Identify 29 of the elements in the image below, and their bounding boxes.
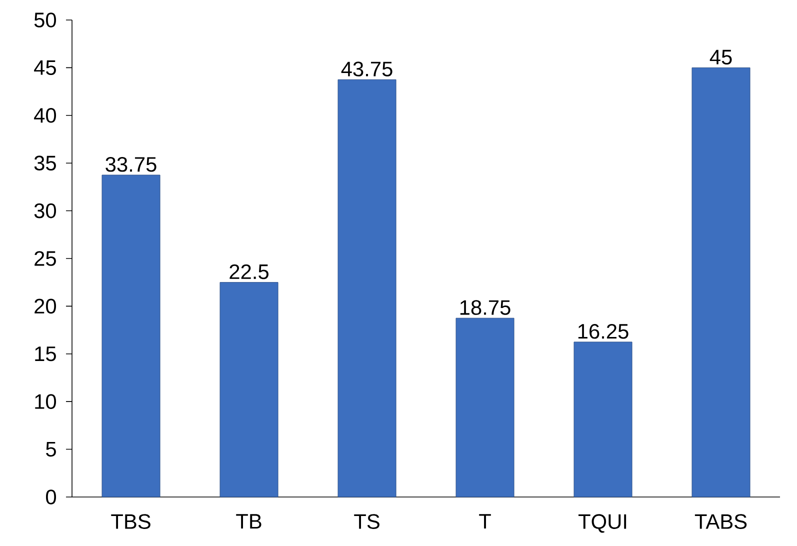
bar bbox=[102, 174, 160, 498]
y-tick-label: 25 bbox=[34, 251, 56, 266]
data-label: 33.75 bbox=[106, 157, 156, 172]
y-tick-label: 40 bbox=[34, 108, 56, 123]
y-tick-label: 5 bbox=[46, 442, 56, 457]
y-tick-label: 35 bbox=[34, 156, 56, 170]
data-label: 18.75 bbox=[460, 300, 510, 315]
bar bbox=[456, 318, 514, 498]
y-tick-label: 10 bbox=[35, 394, 56, 409]
y-tick-label: 0 bbox=[46, 490, 56, 504]
data-label: 45 bbox=[710, 50, 732, 64]
y-tick-label: 45 bbox=[34, 60, 56, 75]
y-tick-label: 15 bbox=[35, 346, 56, 362]
y-tick-label: 20 bbox=[34, 298, 56, 314]
x-tick-label: TQUI bbox=[578, 514, 626, 533]
x-tick-label: TABS bbox=[694, 514, 747, 529]
x-tick-label: T bbox=[479, 514, 491, 529]
data-label: 43.75 bbox=[341, 62, 392, 76]
x-tick-label: TB bbox=[236, 514, 262, 529]
bar bbox=[692, 67, 750, 498]
bar bbox=[220, 282, 278, 498]
y-tick-label: 50 bbox=[34, 12, 56, 28]
x-tick-label: TBS bbox=[111, 514, 150, 529]
x-tick-label: TS bbox=[354, 514, 380, 529]
data-label: 22.5 bbox=[230, 264, 268, 280]
y-tick-label: 30 bbox=[34, 203, 56, 218]
bar bbox=[338, 79, 396, 498]
data-label: 16.25 bbox=[578, 324, 628, 339]
bar bbox=[574, 342, 632, 498]
